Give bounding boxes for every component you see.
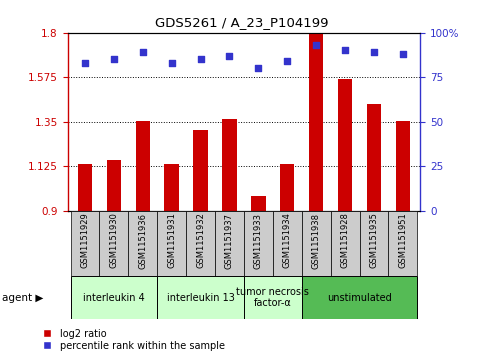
Text: GSM1151930: GSM1151930 xyxy=(109,212,118,268)
Bar xyxy=(186,211,215,276)
Text: GSM1151932: GSM1151932 xyxy=(196,212,205,268)
Point xyxy=(284,58,291,64)
Bar xyxy=(244,211,273,276)
Point xyxy=(139,49,147,55)
Bar xyxy=(280,164,295,211)
Text: unstimulated: unstimulated xyxy=(327,293,392,303)
Bar xyxy=(107,160,121,211)
Bar xyxy=(338,79,352,211)
Bar xyxy=(302,276,417,319)
Text: GSM1151936: GSM1151936 xyxy=(138,212,147,269)
Text: GSM1151938: GSM1151938 xyxy=(312,212,321,269)
Text: interleukin 4: interleukin 4 xyxy=(83,293,145,303)
Text: tumor necrosis
factor-α: tumor necrosis factor-α xyxy=(236,287,309,309)
Bar xyxy=(367,104,381,211)
Point xyxy=(197,56,204,62)
Bar xyxy=(136,121,150,211)
Bar xyxy=(99,211,128,276)
Bar xyxy=(222,119,237,211)
Bar xyxy=(164,164,179,211)
Point xyxy=(399,51,407,57)
Point xyxy=(370,49,378,55)
Text: GSM1151934: GSM1151934 xyxy=(283,212,292,268)
Point xyxy=(255,65,262,71)
Bar xyxy=(331,211,359,276)
Bar xyxy=(251,196,266,211)
Text: interleukin 13: interleukin 13 xyxy=(167,293,235,303)
Bar xyxy=(215,211,244,276)
Point xyxy=(81,60,89,66)
Bar xyxy=(359,211,388,276)
Bar xyxy=(71,211,99,276)
Text: GSM1151951: GSM1151951 xyxy=(398,212,407,268)
Text: GSM1151933: GSM1151933 xyxy=(254,212,263,269)
Point xyxy=(341,48,349,53)
Legend: log2 ratio, percentile rank within the sample: log2 ratio, percentile rank within the s… xyxy=(34,325,229,355)
Bar xyxy=(273,211,302,276)
Bar xyxy=(128,211,157,276)
Bar xyxy=(244,276,302,319)
Text: GSM1151935: GSM1151935 xyxy=(369,212,379,268)
Bar xyxy=(157,276,244,319)
Point xyxy=(226,53,233,59)
Bar xyxy=(388,211,417,276)
Text: GSM1151937: GSM1151937 xyxy=(225,212,234,269)
Point xyxy=(110,56,118,62)
Bar xyxy=(157,211,186,276)
Text: GDS5261 / A_23_P104199: GDS5261 / A_23_P104199 xyxy=(155,16,328,29)
Text: GSM1151929: GSM1151929 xyxy=(81,212,89,268)
Bar xyxy=(309,33,324,211)
Bar xyxy=(396,121,410,211)
Bar xyxy=(71,276,157,319)
Bar xyxy=(302,211,331,276)
Point xyxy=(168,60,175,66)
Text: agent ▶: agent ▶ xyxy=(2,293,44,303)
Text: GSM1151931: GSM1151931 xyxy=(167,212,176,268)
Bar xyxy=(78,164,92,211)
Point xyxy=(313,42,320,48)
Text: GSM1151928: GSM1151928 xyxy=(341,212,350,268)
Bar xyxy=(193,130,208,211)
